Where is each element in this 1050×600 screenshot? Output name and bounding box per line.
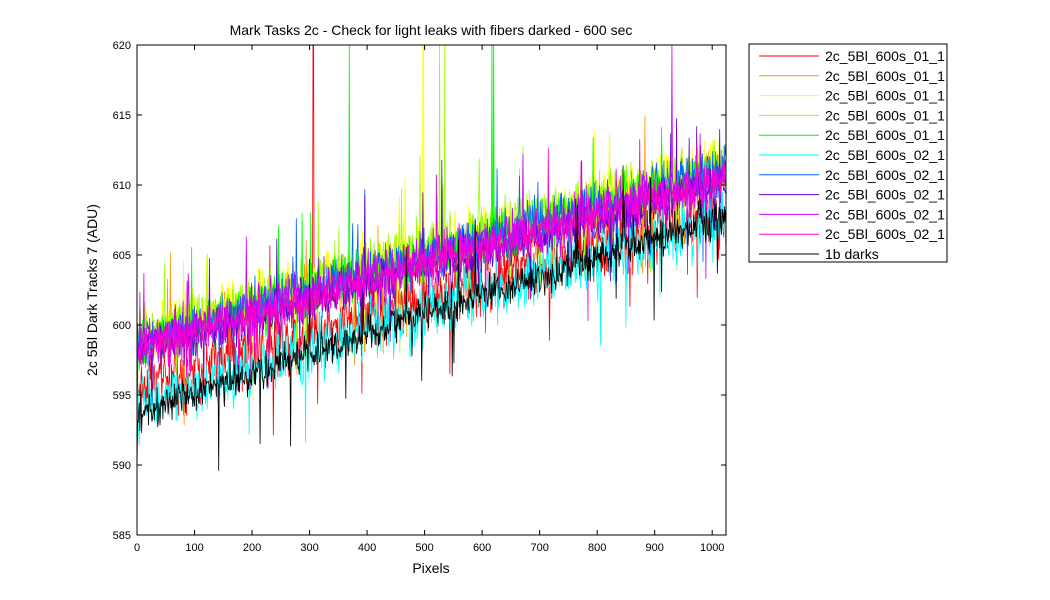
- legend: 2c_5Bl_600s_01_1 2c_5Bl_600s_01_1 2c_5Bl_6…: [748, 43, 948, 263]
- x-tick-label: 700: [530, 542, 548, 554]
- x-tick-label: 800: [588, 542, 606, 554]
- y-axis-title: 2c 5Bl Dark Tracks 7 (ADU): [84, 204, 100, 376]
- series-line: [137, 165, 726, 473]
- legend-label: 2c_5Bl_600s_02_1: [825, 147, 945, 163]
- plot-frame: [136, 44, 727, 536]
- x-tick-label: 100: [185, 542, 203, 554]
- series-line: [137, 45, 726, 403]
- y-tick-label: 590: [113, 460, 131, 472]
- plot-area: [137, 45, 726, 535]
- series-line: [137, 139, 726, 410]
- chart-title: Mark Tasks 2c - Check for light leaks wi…: [230, 22, 633, 38]
- legend-label: 2c_5Bl_600s_02_1: [825, 226, 945, 242]
- legend-box: [748, 43, 948, 263]
- legend-label: 1b darks: [825, 246, 879, 262]
- x-tick-label: 300: [300, 542, 318, 554]
- y-tick-label: 605: [113, 250, 131, 262]
- legend-label: 2c_5Bl_600s_02_1: [825, 187, 945, 203]
- y-tick-label: 585: [113, 530, 131, 542]
- x-tick-label: 500: [415, 542, 433, 554]
- series-layer: [137, 45, 726, 473]
- x-tick-label: 0: [134, 542, 140, 554]
- y-tick-label: 615: [113, 110, 131, 122]
- y-tick-label: 610: [113, 180, 131, 192]
- x-tick-label: 900: [645, 542, 663, 554]
- legend-label: 2c_5Bl_600s_01_1: [825, 88, 945, 104]
- y-axis: 585 590 595 600 605 610 615 620: [113, 40, 726, 542]
- legend-label: 2c_5Bl_600s_02_1: [825, 206, 945, 222]
- x-tick-label: 200: [243, 542, 261, 554]
- x-tick-label: 1000: [700, 542, 724, 554]
- legend-label: 2c_5Bl_600s_01_1: [825, 107, 945, 123]
- x-tick-label: 400: [358, 542, 376, 554]
- x-tick-label: 600: [473, 542, 491, 554]
- x-axis: 0 100 200 300 400 500 600 700 800 900 1000: [134, 45, 724, 554]
- x-axis-title: Pixels: [412, 560, 449, 576]
- y-tick-label: 595: [113, 390, 131, 402]
- legend-label: 2c_5Bl_600s_02_1: [825, 167, 945, 183]
- legend-label: 2c_5Bl_600s_01_1: [825, 48, 945, 64]
- y-tick-label: 620: [113, 40, 131, 52]
- legend-label: 2c_5Bl_600s_01_1: [825, 68, 945, 84]
- y-tick-label: 600: [113, 320, 131, 332]
- legend-label: 2c_5Bl_600s_01_1: [825, 127, 945, 143]
